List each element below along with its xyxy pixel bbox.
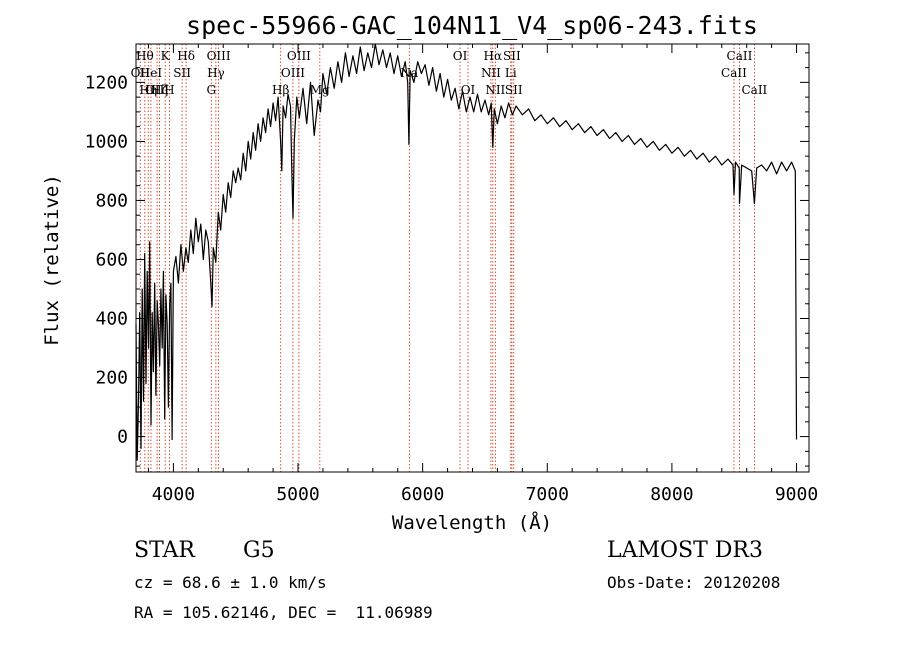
- y-tick-label-800: 800: [95, 190, 128, 211]
- x-axis-label: Wavelength (Å): [392, 511, 552, 534]
- line-label-25: SII: [505, 83, 523, 97]
- redshift-velocity: cz = 68.6 ± 1.0 km/s: [134, 573, 327, 592]
- y-axis-label: Flux (relative): [41, 174, 63, 346]
- line-label-6: K: [161, 49, 171, 63]
- spectral-line-markers: [139, 44, 755, 472]
- spectral-line-labels: OIIHθHηHeIOIIIHζKHSIIHδGHγOIIIHβOIIIOIII…: [131, 49, 768, 97]
- line-label-19: OI: [461, 83, 476, 97]
- x-tick-label-6000: 6000: [401, 484, 444, 505]
- x-tick-label-8000: 8000: [650, 484, 693, 505]
- chart-title: spec-55966-GAC_104N11_V4_sp06-243.fits: [186, 11, 758, 40]
- observation-date: Obs-Date: 20120208: [607, 573, 781, 592]
- x-tick-label-5000: 5000: [276, 484, 319, 505]
- sky-coordinates: RA = 105.62146, DEC = 11.06989: [134, 603, 433, 622]
- line-label-4: OIII: [145, 83, 169, 97]
- line-label-26: CaII: [721, 66, 747, 80]
- line-label-16: Mg: [310, 83, 330, 97]
- line-label-1: Hθ: [136, 49, 154, 63]
- line-label-11: Hγ: [207, 66, 225, 80]
- x-tick-label-4000: 4000: [152, 484, 195, 505]
- line-label-27: CaII: [727, 49, 753, 63]
- line-label-10: G: [206, 83, 216, 97]
- y-tick-label-1000: 1000: [85, 131, 128, 152]
- survey-name: LAMOST DR3: [607, 538, 763, 563]
- line-label-24: SII: [503, 49, 521, 63]
- line-label-20: NII: [481, 66, 501, 80]
- line-label-12: OIII: [207, 49, 231, 63]
- object-class: STAR: [134, 538, 195, 563]
- x-axis: 4000 5000 6000 7000 8000 9000: [147, 44, 818, 505]
- line-label-7: H: [164, 83, 174, 97]
- y-tick-label-0: 0: [117, 427, 128, 448]
- y-tick-label-200: 200: [95, 368, 128, 389]
- line-label-18: OI: [453, 49, 468, 63]
- line-label-2: Hη: [139, 83, 157, 97]
- line-label-0: OII: [131, 66, 151, 80]
- line-label-15: OIII: [287, 49, 311, 63]
- line-label-14: OIII: [281, 66, 305, 80]
- line-label-13: Hβ: [272, 83, 289, 97]
- line-label-9: Hδ: [177, 49, 195, 63]
- x-tick-label-7000: 7000: [526, 484, 569, 505]
- x-tick-label-9000: 9000: [775, 484, 818, 505]
- line-label-23: Li: [505, 66, 517, 80]
- line-label-22: NII: [485, 83, 505, 97]
- y-tick-label-600: 600: [95, 249, 128, 270]
- line-label-21: Hα: [484, 49, 503, 63]
- spectrum-series-line: [135, 43, 798, 461]
- y-tick-label-400: 400: [95, 309, 128, 330]
- y-axis: 0 200 400 600 800 1000 1200: [85, 52, 809, 467]
- object-subclass: G5: [243, 538, 275, 563]
- line-label-28: CaII: [741, 83, 767, 97]
- line-label-8: SII: [173, 66, 191, 80]
- line-label-3: HeI: [140, 66, 163, 80]
- line-label-17: Na: [400, 66, 418, 80]
- line-label-5: Hζ: [151, 83, 168, 97]
- y-tick-label-1200: 1200: [85, 72, 128, 93]
